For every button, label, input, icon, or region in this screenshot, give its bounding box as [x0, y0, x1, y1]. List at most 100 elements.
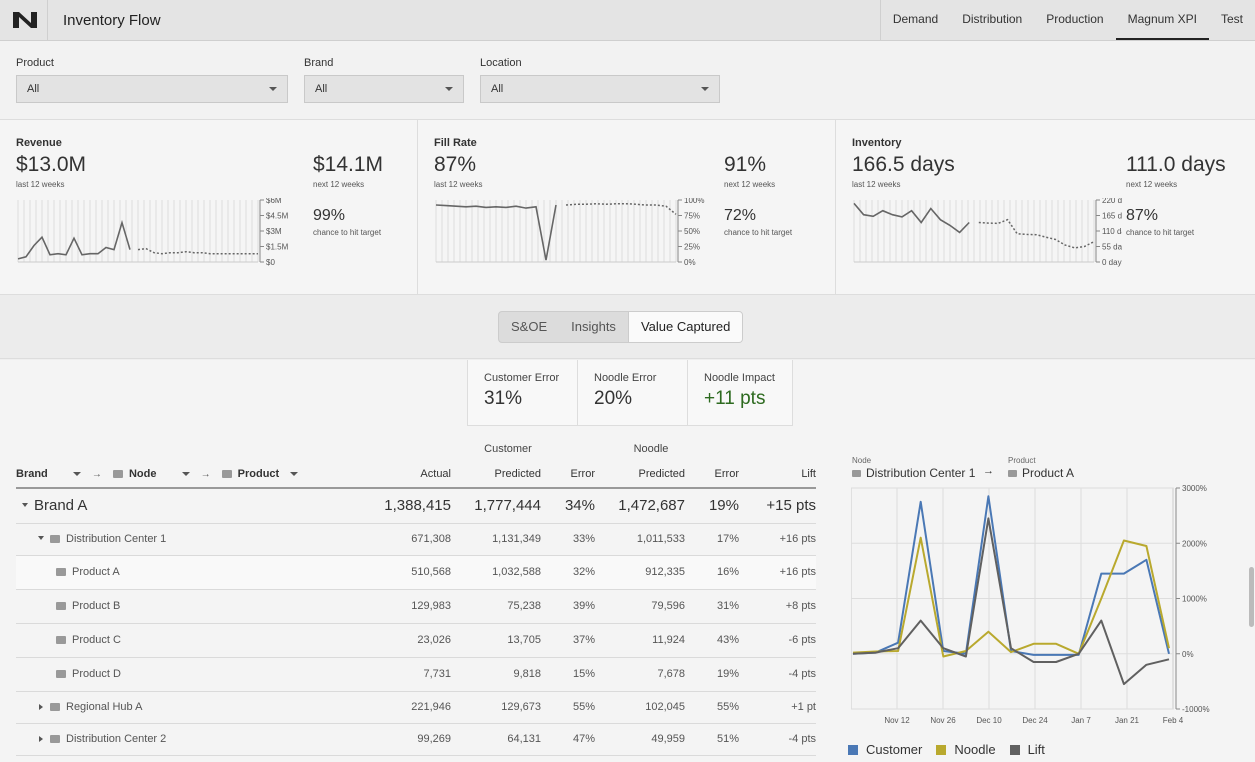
lift-chart-panel: Node Distribution Center 1 → Product Pro… — [848, 455, 1231, 762]
metric-label: Noodle Impact — [704, 372, 775, 384]
tab-distribution[interactable]: Distribution — [962, 12, 1023, 26]
sparkline-forecast-line — [978, 218, 1095, 249]
chevron-down-icon — [269, 87, 277, 91]
kpi-next-value: $14.1M — [313, 153, 384, 176]
product-filter: Product All — [16, 57, 288, 103]
row-label: Product D — [72, 668, 121, 680]
table-row[interactable]: Distribution Center 2 99,269 64,131 47% … — [16, 723, 816, 756]
hierarchy-header: Brand → Node → Product — [16, 460, 373, 489]
row-label: Distribution Center 1 — [66, 533, 167, 545]
table-row[interactable]: Product D 7,731 9,818 15% 7,678 19% -4 p… — [16, 657, 816, 692]
kpi-value: $13.0M — [16, 153, 87, 176]
brand-filter: Brand All — [304, 57, 464, 103]
product-value: Product A — [1008, 466, 1074, 480]
kpi-revenue: Revenue $13.0M last 12 weeks $14.1M next… — [0, 120, 418, 294]
cell-actual: 129,983 — [373, 589, 451, 624]
chart-y-tick-label: 0% — [1182, 650, 1194, 659]
cell-lift: -4 pts — [739, 723, 816, 756]
table-row[interactable]: Regional Hub A 221,946 129,673 55% 102,0… — [16, 691, 816, 724]
cell-actual: 671,308 — [373, 523, 451, 556]
legend-lift[interactable]: Lift — [1009, 742, 1045, 757]
tab-production[interactable]: Production — [1046, 12, 1104, 26]
col-noodle-predicted[interactable]: Predicted — [595, 460, 685, 489]
cell-lift: +8 pts — [739, 589, 816, 624]
arrow-right-icon: → — [200, 468, 211, 480]
table-row[interactable]: Product B 129,983 75,238 39% 79,596 31% … — [16, 589, 816, 624]
chevron-down-icon[interactable] — [290, 471, 299, 476]
location-select[interactable]: All — [480, 75, 720, 103]
tab-soe[interactable]: S&OE — [511, 319, 548, 334]
chevron-down-icon — [445, 87, 453, 91]
brand-header[interactable]: Brand — [16, 467, 48, 480]
kpi-subtitle: last 12 weeks — [434, 180, 483, 189]
legend-noodle[interactable]: Noodle — [936, 742, 996, 757]
metric-value: 20% — [594, 388, 633, 409]
brand-select[interactable]: All — [304, 75, 464, 103]
row-label: Distribution Center 2 — [66, 733, 167, 745]
table-row[interactable]: Brand A 1,388,415 1,777,444 34% 1,472,68… — [16, 488, 816, 524]
cell-customer-error: 33% — [541, 523, 595, 556]
cell-customer-predicted: 1,032,588 — [451, 555, 541, 590]
table-row[interactable]: Product C 23,026 13,705 37% 11,924 43% -… — [16, 623, 816, 658]
tab-value-captured[interactable]: Value Captured — [627, 312, 743, 342]
cell-noodle-error: 31% — [685, 589, 739, 624]
kpi-next-subtitle: next 12 weeks — [1126, 180, 1178, 189]
col-customer-error[interactable]: Error — [541, 460, 595, 489]
tab-magnum-xpi[interactable]: Magnum XPI — [1115, 0, 1209, 40]
col-lift[interactable]: Lift — [739, 460, 816, 489]
arrow-right-icon: → — [91, 468, 102, 480]
sparkline-tick-label: 25% — [684, 243, 700, 252]
col-actual[interactable]: Actual — [373, 460, 451, 489]
col-customer-predicted[interactable]: Predicted — [451, 460, 541, 489]
cell-actual: 23,026 — [373, 623, 451, 658]
col-noodle-error[interactable]: Error — [685, 460, 739, 489]
product-header[interactable]: Product — [237, 467, 280, 480]
metric-noodle-impact: Noodle Impact +11 pts — [688, 360, 792, 425]
chart-x-tick-label: Jan 7 — [1071, 716, 1091, 725]
table-row[interactable]: Distribution Center 1 671,308 1,131,349 … — [16, 523, 816, 556]
kpi-next-subtitle: next 12 weeks — [313, 180, 365, 189]
cell-noodle-error: 51% — [685, 723, 739, 756]
location-select-value: All — [491, 83, 504, 95]
legend-swatch — [1009, 744, 1020, 755]
chevron-down-icon[interactable] — [181, 471, 190, 476]
sparkline-tick-label: 55 days — [1102, 243, 1122, 252]
legend-swatch — [848, 744, 858, 755]
kpi-title: Revenue — [16, 137, 62, 149]
cell-customer-predicted: 75,238 — [451, 589, 541, 624]
caret-down-icon[interactable] — [38, 536, 44, 541]
logo[interactable] — [0, 0, 48, 40]
chevron-down-icon — [701, 87, 709, 91]
tab-test[interactable]: Test — [1220, 12, 1243, 26]
product-value-text: Product A — [1022, 466, 1075, 480]
node-header[interactable]: Node — [128, 467, 157, 480]
caret-down-icon[interactable] — [22, 503, 28, 508]
kpi-title: Inventory — [852, 137, 902, 149]
product-select[interactable]: All — [16, 75, 288, 103]
kpi-chance-subtitle: chance to hit target — [724, 228, 793, 237]
chart-y-tick-label: -1000% — [1182, 705, 1210, 714]
scrollbar-thumb[interactable] — [1249, 567, 1254, 627]
legend-customer[interactable]: Customer — [848, 742, 922, 757]
sparkline-tick-label: 0 days — [1102, 258, 1122, 267]
location-filter: Location All — [480, 57, 720, 103]
row-label: Product B — [72, 600, 121, 612]
chevron-down-icon[interactable] — [72, 471, 81, 476]
sparkline-tick-label: $6M — [266, 198, 282, 205]
building-icon — [852, 470, 861, 478]
nav-tabs: Demand Distribution Production Magnum XP… — [879, 0, 1255, 40]
app-title: Inventory Flow — [63, 12, 161, 29]
cell-actual: 510,568 — [373, 555, 451, 590]
kpi-chance-subtitle: chance to hit target — [313, 228, 382, 237]
caret-right-icon[interactable] — [39, 703, 43, 710]
kpi-chance: 99% — [313, 207, 346, 224]
caret-right-icon[interactable] — [39, 735, 43, 742]
view-switcher-bar: S&OE Insights Value Captured — [0, 295, 1255, 359]
kpi-value: 87% — [434, 153, 477, 176]
tab-demand[interactable]: Demand — [892, 12, 939, 26]
tab-insights[interactable]: Insights — [571, 319, 616, 334]
sparkline-tick-label: 75% — [684, 212, 700, 221]
table-row-selected[interactable]: Product A 510,568 1,032,588 32% 912,335 … — [16, 555, 816, 590]
inventory-sparkline: 220 days 165 days 110 days 55 days 0 days — [853, 198, 1122, 267]
chart-x-tick-label: Feb 4 — [1163, 716, 1184, 725]
